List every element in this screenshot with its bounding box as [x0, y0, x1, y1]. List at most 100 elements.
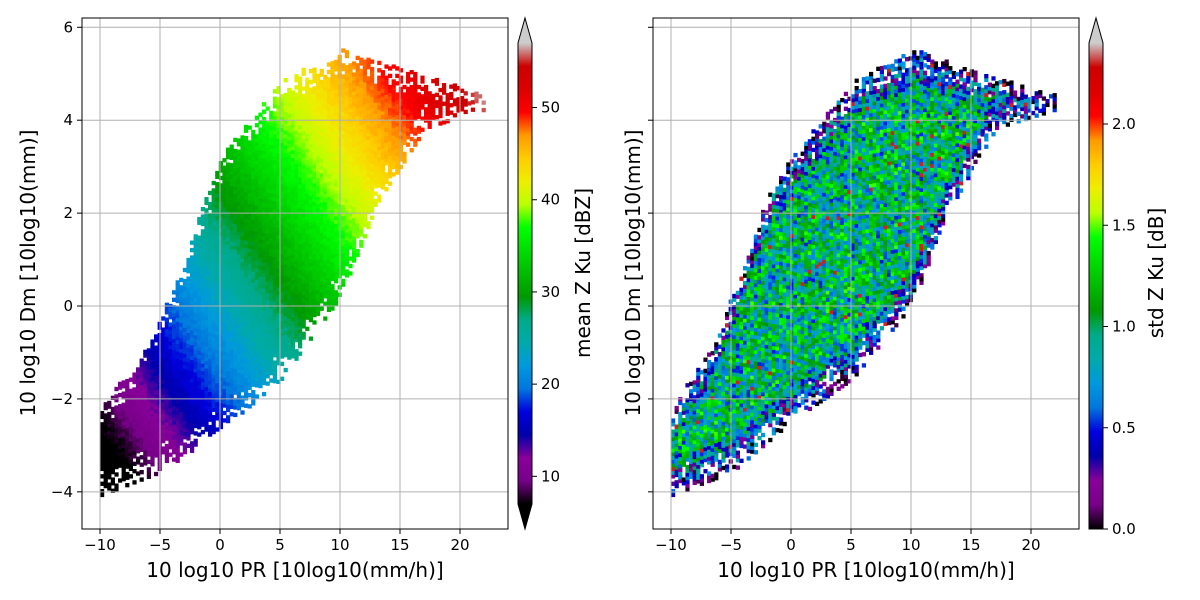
heatmap-cell [359, 113, 364, 118]
heatmap-cell [182, 278, 187, 284]
heatmap-cell [200, 348, 205, 353]
heatmap-cell [294, 233, 299, 239]
heatmap-cell [305, 189, 310, 194]
heatmap-cell [208, 343, 213, 348]
heatmap-cell [208, 190, 213, 196]
heatmap-cell [395, 155, 400, 160]
heatmap-cell [294, 211, 299, 216]
heatmap-cell [218, 343, 223, 348]
heatmap-cell [139, 406, 144, 412]
heatmap-cell [707, 411, 712, 417]
heatmap-cell [301, 216, 306, 221]
heatmap-cell [161, 383, 166, 388]
heatmap-cell [330, 116, 335, 122]
heatmap-cell [190, 444, 195, 450]
heatmap-cell [301, 205, 306, 210]
heatmap-cell [674, 454, 679, 459]
heatmap-cell [258, 220, 263, 225]
heatmap-cell [254, 189, 259, 195]
heatmap-cell [384, 112, 389, 118]
heatmap-cell [211, 192, 216, 197]
heatmap-cell [197, 395, 202, 400]
heatmap-cell [262, 131, 267, 137]
heatmap-cell [316, 144, 321, 149]
heatmap-cell [703, 443, 708, 448]
heatmap-cell [233, 267, 238, 273]
heatmap-cell [434, 115, 439, 120]
heatmap-cell [290, 294, 295, 299]
heatmap-cell [305, 163, 310, 168]
heatmap-cell [402, 159, 407, 164]
heatmap-cell [326, 292, 331, 298]
heatmap-cell [294, 107, 299, 112]
heatmap-cell [280, 172, 285, 177]
heatmap-cell [247, 359, 252, 364]
heatmap-cell [172, 438, 177, 444]
heatmap-cell [204, 405, 209, 410]
heatmap-cell [236, 298, 241, 303]
heatmap-cell [114, 435, 119, 440]
heatmap-cell [136, 437, 141, 443]
heatmap-cell [136, 471, 141, 476]
heatmap-cell [287, 221, 292, 226]
heatmap-cell [244, 310, 249, 315]
heatmap-cell [398, 149, 403, 155]
heatmap-cell [298, 310, 303, 315]
heatmap-cell [290, 235, 295, 240]
heatmap-cell [150, 339, 155, 344]
heatmap-cell [359, 87, 364, 92]
heatmap-cell [262, 116, 267, 122]
heatmap-cell [714, 453, 719, 459]
heatmap-cell [254, 308, 259, 314]
heatmap-cell [226, 214, 231, 219]
heatmap-cell [164, 321, 169, 326]
heatmap-cell [283, 267, 288, 272]
heatmap-cell [370, 208, 375, 213]
heatmap-cell [294, 308, 299, 313]
heatmap-cell [244, 377, 249, 382]
heatmap-cell [470, 107, 475, 112]
heatmap-cell [409, 77, 414, 82]
heatmap-cell [319, 284, 324, 289]
heatmap-cell [258, 175, 263, 181]
heatmap-cell [674, 480, 679, 485]
heatmap-cell [269, 200, 274, 205]
heatmap-cell [193, 308, 198, 313]
heatmap-cell [326, 103, 331, 108]
heatmap-cell [236, 209, 241, 214]
heatmap-cell [326, 133, 331, 138]
heatmap-cell [258, 313, 263, 318]
heatmap-cell [136, 456, 141, 461]
heatmap-cell [272, 156, 277, 161]
heatmap-cell [301, 331, 306, 336]
heatmap-cell [280, 201, 285, 207]
heatmap-cell [190, 340, 195, 346]
heatmap-cell [168, 400, 173, 405]
heatmap-cell [139, 436, 144, 441]
heatmap-cell [251, 222, 256, 228]
heatmap-cell [334, 171, 339, 176]
heatmap-cell [685, 438, 690, 444]
heatmap-cell [128, 411, 133, 416]
heatmap-cell [211, 422, 216, 427]
heatmap-cell [218, 250, 223, 255]
heatmap-cell [272, 133, 277, 139]
heatmap-cell [193, 319, 198, 325]
heatmap-cell [110, 436, 115, 441]
heatmap-cell [103, 428, 108, 433]
heatmap-cell [703, 387, 708, 392]
heatmap-cell [334, 167, 339, 172]
heatmap-cell [308, 239, 313, 245]
heatmap-cell [689, 467, 694, 472]
heatmap-cell [215, 405, 220, 410]
heatmap-cell [164, 406, 169, 412]
heatmap-cell [287, 310, 292, 316]
heatmap-cell [348, 74, 353, 79]
heatmap-cell [139, 403, 144, 408]
heatmap-cell [240, 153, 245, 159]
heatmap-cell [136, 400, 141, 406]
heatmap-cell [326, 62, 331, 67]
heatmap-cell [341, 178, 346, 183]
heatmap-cell [240, 332, 245, 337]
heatmap-cell [377, 97, 382, 103]
